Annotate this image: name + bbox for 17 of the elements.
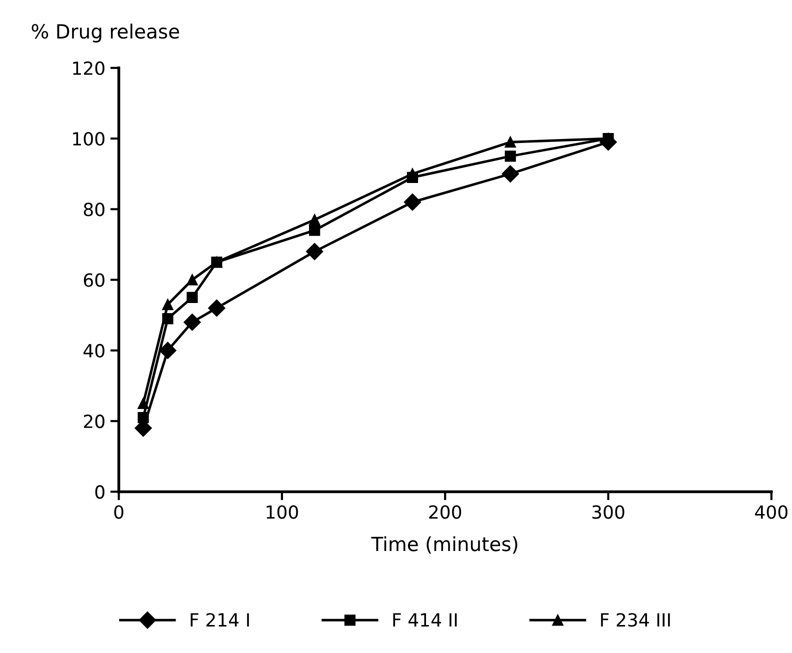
y-axis-title: % Drug release [32,24,180,42]
y-tick-label: 80 [84,202,104,216]
y-tick-label: 20 [84,414,104,428]
y-tick-label: 100 [73,132,104,146]
y-tick-label: 40 [84,344,104,358]
x-tick-label: 300 [592,505,624,519]
x-tick-label: 0 [114,505,124,519]
y-tick-label: 0 [95,485,104,499]
x-tick-label: 100 [266,505,298,519]
x-tick-label: 400 [755,505,788,519]
legend-label: F 414 II [393,613,457,626]
x-axis-title: Time (minutes) [371,536,518,554]
y-tick-label: 60 [84,273,104,287]
y-tick-label: 120 [73,61,104,76]
legend-label: F 214 I [190,613,249,626]
legend-label: F 234 III [601,613,670,627]
x-tick-label: 200 [429,505,462,519]
